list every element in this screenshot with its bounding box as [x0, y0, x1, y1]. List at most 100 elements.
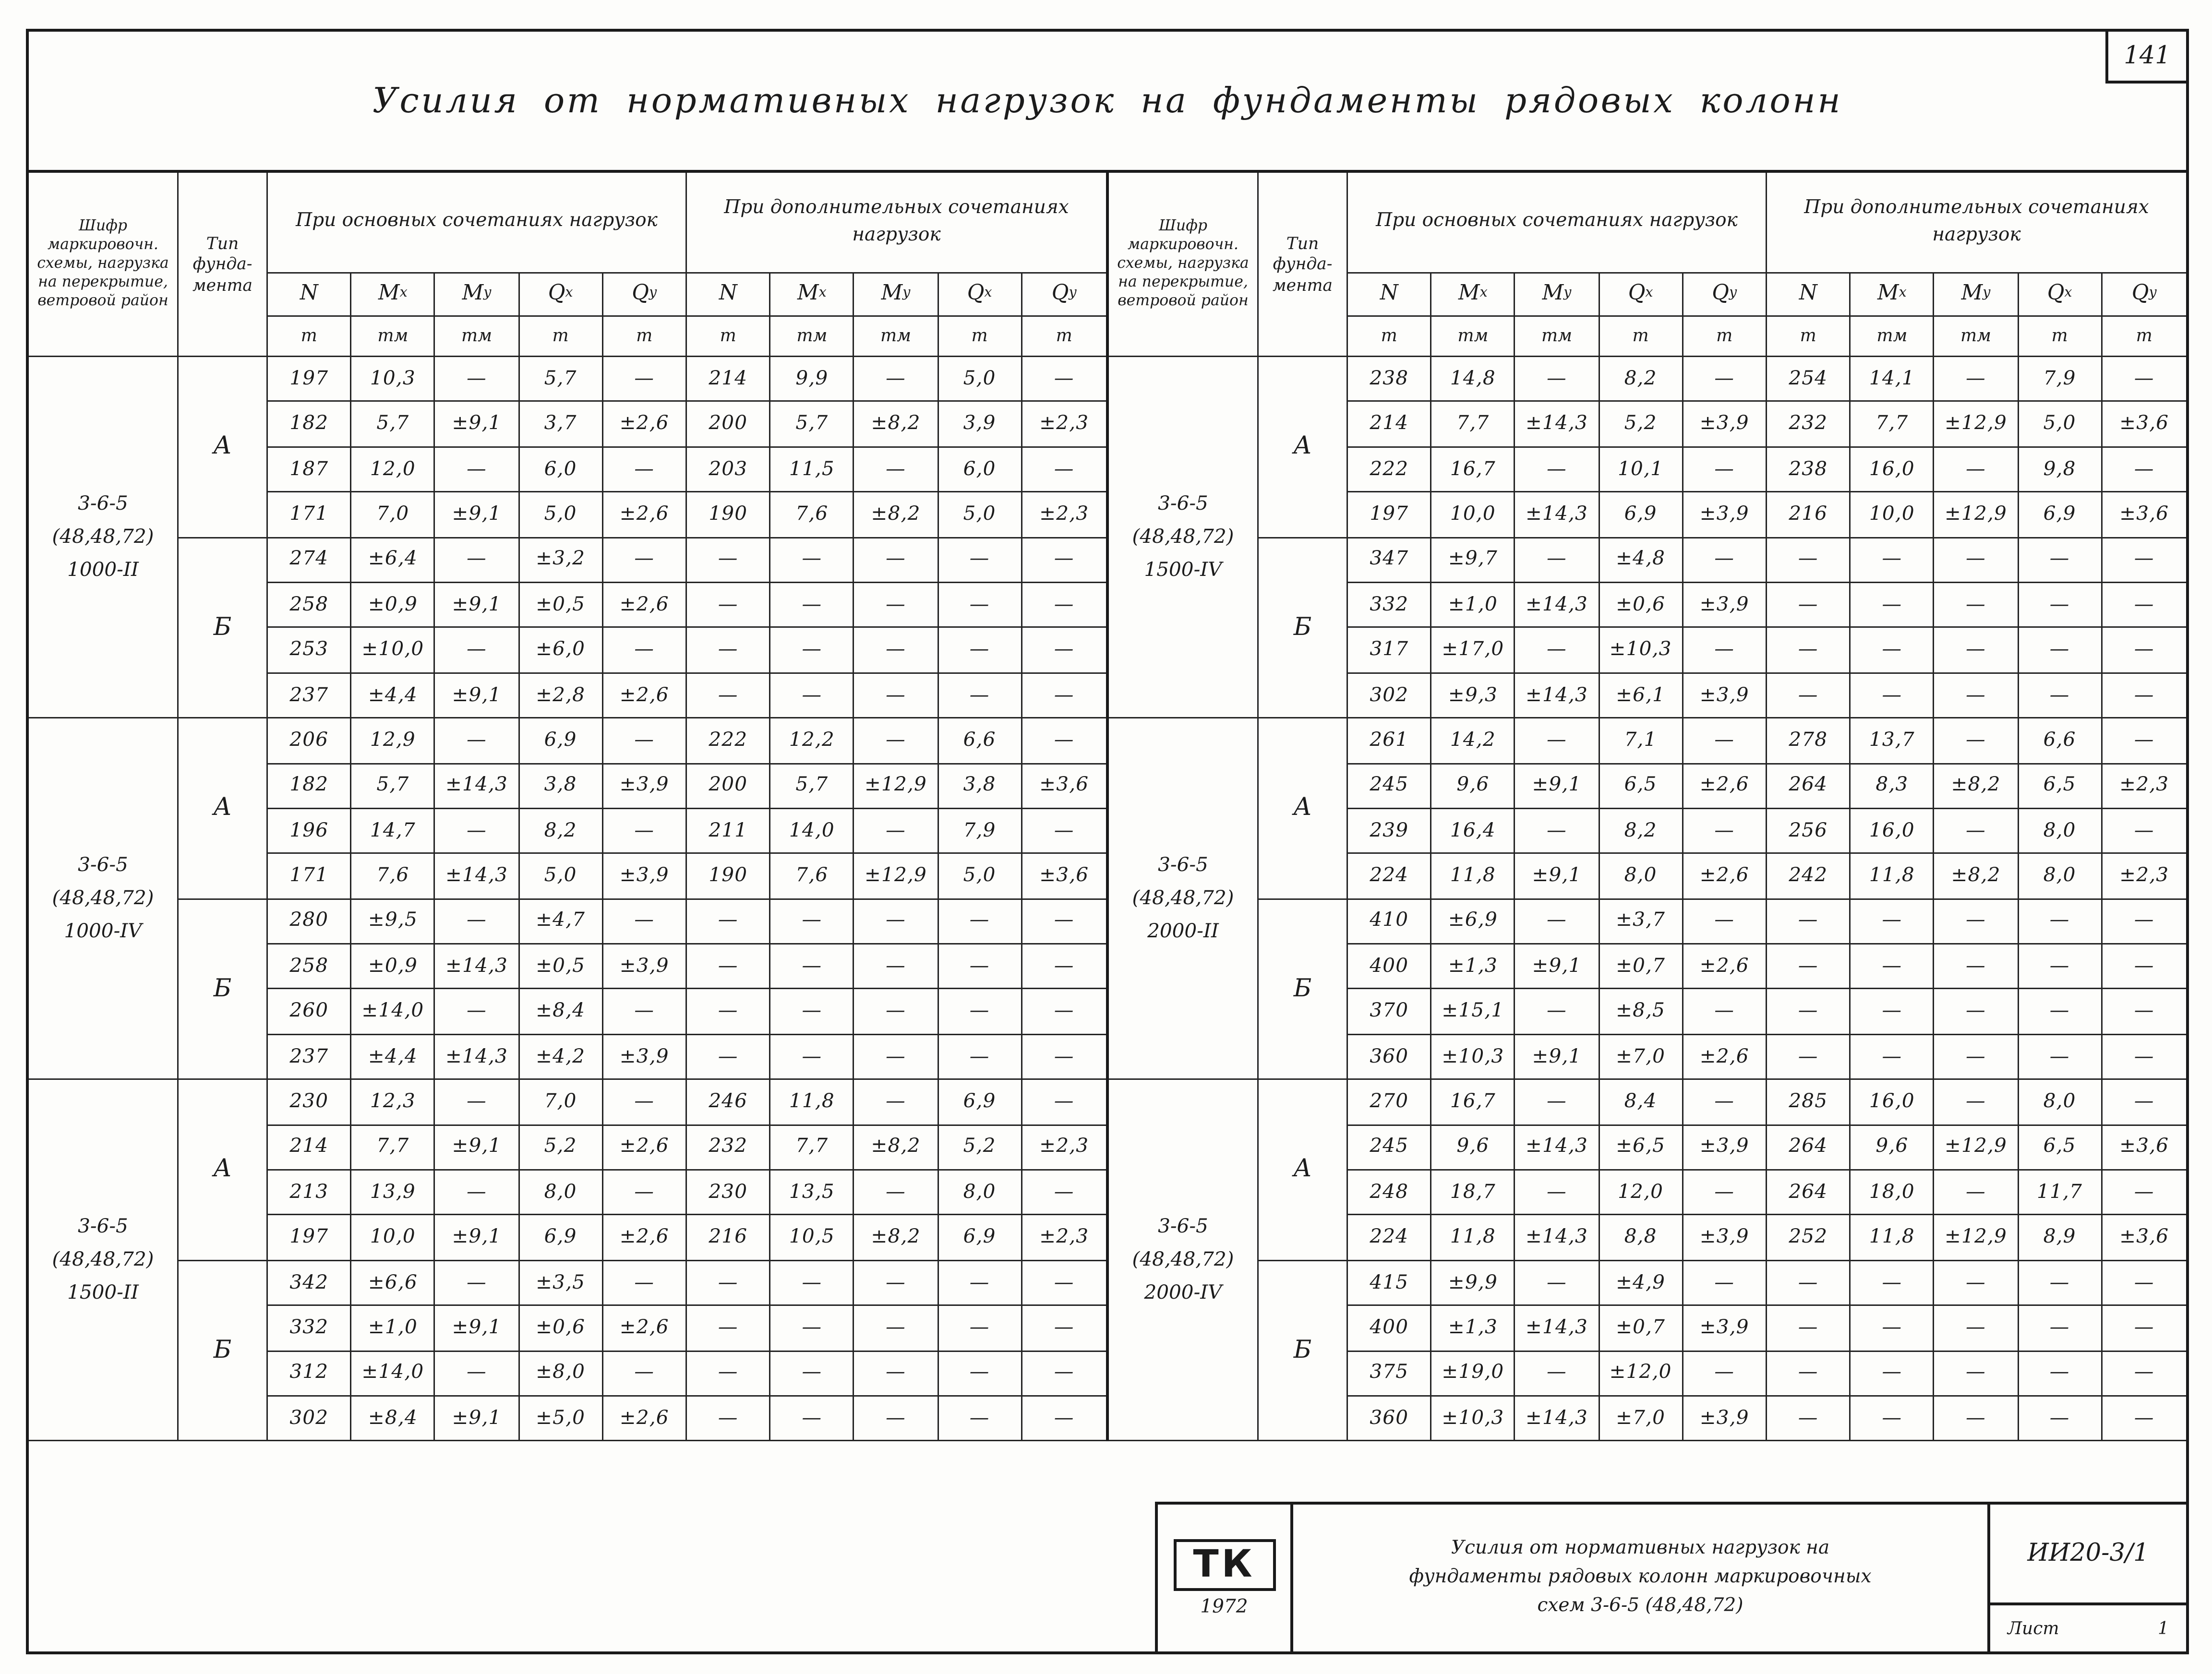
- value-cell: —: [1935, 809, 2019, 854]
- value-cell: ±17,0: [1431, 628, 1516, 674]
- value-cell: 216: [1767, 492, 1851, 538]
- value-cell: ±0,7: [1599, 945, 1683, 990]
- value-cell: ±3,6: [1022, 854, 1106, 900]
- value-cell: —: [854, 718, 938, 764]
- value-cell: ±14,0: [351, 990, 436, 1035]
- value-cell: 415: [1348, 1261, 1432, 1306]
- value-cell: ±9,9: [1431, 1261, 1516, 1306]
- value-cell: ±8,4: [351, 1396, 436, 1442]
- value-cell: —: [2018, 899, 2103, 945]
- value-cell: —: [1683, 538, 1767, 583]
- value-cell: —: [1851, 628, 1935, 674]
- value-cell: 237: [268, 673, 352, 719]
- header-unit: т: [1348, 317, 1432, 357]
- value-cell: 13,5: [770, 1171, 855, 1216]
- value-cell: ±2,3: [1022, 493, 1106, 538]
- value-cell: 197: [1348, 492, 1432, 538]
- value-cell: ±9,1: [435, 673, 519, 719]
- value-cell: 8,2: [1599, 809, 1683, 854]
- loads-table: Шифр маркировочн. схемы, нагрузка на пер…: [29, 170, 2186, 1442]
- value-cell: ±4,2: [519, 1035, 603, 1080]
- value-cell: 264: [1767, 764, 1851, 809]
- value-cell: —: [2018, 1396, 2103, 1442]
- value-cell: 8,0: [2018, 854, 2103, 900]
- value-cell: —: [938, 945, 1022, 990]
- value-cell: ±2,6: [603, 583, 687, 629]
- value-cell: 254: [1767, 357, 1851, 403]
- value-cell: —: [1767, 1396, 1851, 1442]
- value-cell: 278: [1767, 718, 1851, 764]
- value-cell: —: [2102, 1035, 2186, 1080]
- value-cell: ±4,4: [351, 673, 436, 719]
- value-cell: —: [687, 673, 771, 719]
- value-cell: ±3,9: [603, 945, 687, 990]
- value-cell: 190: [687, 854, 771, 900]
- value-cell: 3,7: [519, 402, 603, 448]
- value-cell: ±2,6: [1683, 854, 1767, 900]
- value-cell: 3,8: [938, 764, 1022, 809]
- value-cell: ±2,3: [1022, 1125, 1106, 1171]
- value-cell: 14,0: [770, 809, 855, 854]
- value-cell: ±3,6: [2102, 1125, 2186, 1171]
- value-cell: ±9,1: [1515, 764, 1599, 809]
- value-cell: 13,9: [351, 1171, 436, 1216]
- value-cell: 232: [1767, 402, 1851, 448]
- value-cell: 246: [687, 1080, 771, 1125]
- value-cell: 375: [1348, 1351, 1432, 1397]
- value-cell: ±6,9: [1431, 899, 1516, 945]
- value-cell: ±1,3: [1431, 1306, 1516, 1351]
- value-cell: 5,0: [938, 854, 1022, 900]
- value-cell: ±19,0: [1431, 1351, 1516, 1397]
- value-cell: 5,0: [2018, 402, 2103, 448]
- value-cell: —: [1515, 899, 1599, 945]
- value-cell: ±0,9: [351, 945, 436, 990]
- value-cell: ±14,3: [435, 764, 519, 809]
- value-cell: —: [1851, 945, 1935, 990]
- value-cell: —: [770, 628, 855, 674]
- header-symbol: N: [687, 274, 771, 317]
- value-cell: —: [2018, 1351, 2103, 1397]
- value-cell: —: [938, 1306, 1022, 1351]
- scheme-label: 3-6-5 (48,48,72) 2000-IV: [1109, 1080, 1259, 1442]
- value-cell: —: [1935, 628, 2019, 674]
- value-cell: —: [2102, 673, 2186, 719]
- value-cell: —: [2102, 718, 2186, 764]
- value-cell: 9,6: [1431, 764, 1516, 809]
- header-unit: тм: [1431, 317, 1516, 357]
- value-cell: ±3,6: [2102, 1216, 2186, 1261]
- value-cell: ±9,1: [435, 492, 519, 538]
- value-cell: 6,0: [938, 447, 1022, 493]
- value-cell: —: [1515, 1171, 1599, 1216]
- value-cell: —: [435, 447, 519, 493]
- value-cell: 11,8: [770, 1080, 855, 1125]
- value-cell: ±12,0: [1599, 1351, 1683, 1397]
- value-cell: —: [1022, 447, 1106, 493]
- value-cell: ±9,1: [1515, 1035, 1599, 1080]
- value-cell: ±9,1: [435, 1125, 519, 1171]
- value-cell: 224: [1348, 854, 1432, 900]
- value-cell: —: [603, 990, 687, 1035]
- value-cell: 3,8: [519, 764, 603, 809]
- value-cell: ±0,6: [1599, 583, 1683, 629]
- value-cell: —: [854, 447, 938, 493]
- value-cell: ±8,2: [854, 402, 938, 448]
- value-cell: 258: [268, 945, 352, 990]
- value-cell: ±2,6: [603, 1216, 687, 1261]
- value-cell: 9,6: [1431, 1125, 1516, 1171]
- value-cell: 252: [1767, 1216, 1851, 1261]
- title-block-description: Усилия от нормативных нагрузок на фундам…: [1293, 1505, 1987, 1651]
- value-cell: 285: [1767, 1080, 1851, 1125]
- value-cell: 7,6: [351, 854, 436, 900]
- value-cell: ±10,3: [1431, 1035, 1516, 1080]
- value-cell: ±8,5: [1599, 990, 1683, 1035]
- value-cell: —: [854, 1261, 938, 1306]
- header-unit: тм: [854, 317, 938, 357]
- value-cell: —: [1767, 538, 1851, 583]
- value-cell: ±1,3: [1431, 945, 1516, 990]
- value-cell: 5,7: [770, 402, 855, 448]
- scheme-label: 3-6-5 (48,48,72) 2000-II: [1109, 718, 1259, 1080]
- value-cell: —: [1935, 1396, 2019, 1442]
